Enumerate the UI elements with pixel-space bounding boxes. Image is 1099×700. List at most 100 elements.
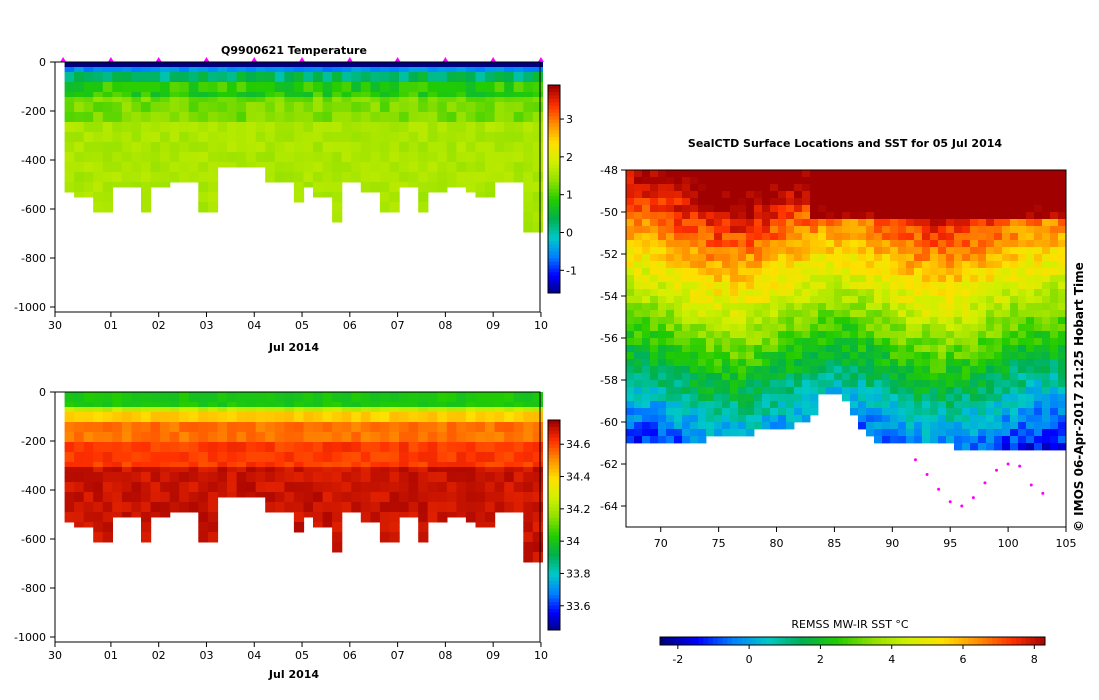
data-cell bbox=[131, 157, 142, 163]
data-cell bbox=[399, 417, 410, 423]
data-cell bbox=[74, 472, 85, 478]
sst-cell bbox=[1034, 331, 1043, 339]
data-cell bbox=[532, 452, 543, 458]
sst-cell bbox=[1058, 254, 1067, 262]
data-cell bbox=[188, 87, 199, 93]
sst-cell bbox=[746, 296, 755, 304]
sst-cell bbox=[770, 415, 779, 423]
sst-cell bbox=[770, 366, 779, 374]
sst-cell bbox=[970, 261, 979, 269]
y-tick-label: -400 bbox=[21, 154, 46, 167]
data-cell bbox=[150, 392, 161, 398]
data-cell bbox=[399, 172, 410, 178]
data-cell bbox=[227, 152, 238, 158]
sst-cell bbox=[1034, 219, 1043, 227]
data-cell bbox=[83, 412, 94, 418]
data-cell bbox=[293, 507, 305, 513]
data-cell bbox=[408, 82, 419, 88]
data-cell bbox=[236, 67, 247, 73]
sst-cell bbox=[786, 415, 795, 423]
data-cell bbox=[322, 192, 333, 198]
data-cell bbox=[513, 97, 524, 103]
sst-cell bbox=[1058, 436, 1067, 444]
sst-cell bbox=[994, 254, 1003, 262]
data-cell bbox=[179, 107, 190, 113]
plot-frame bbox=[54, 61, 541, 313]
sst-cell bbox=[914, 373, 923, 381]
sst-cell bbox=[1010, 408, 1019, 416]
data-cell bbox=[255, 427, 266, 433]
data-cell bbox=[418, 512, 429, 518]
sst-cell bbox=[898, 317, 907, 325]
data-cell bbox=[485, 442, 496, 448]
data-cell bbox=[188, 72, 199, 78]
data-cell bbox=[217, 142, 228, 148]
sst-cell bbox=[938, 219, 947, 227]
data-cell bbox=[332, 392, 343, 398]
data-cell bbox=[284, 82, 295, 88]
sst-cell bbox=[1026, 296, 1035, 304]
x-axis: 30 01 02 03 04 05 06 07 08 09 10 bbox=[48, 642, 548, 662]
colorbar-segment bbox=[548, 500, 560, 505]
data-cell bbox=[246, 122, 257, 128]
sst-cell bbox=[882, 394, 891, 402]
sst-cell bbox=[1010, 247, 1019, 255]
data-cell bbox=[494, 107, 505, 113]
sst-cell bbox=[978, 310, 987, 318]
sst-cell bbox=[890, 331, 899, 339]
data-cell bbox=[504, 457, 515, 463]
data-cell bbox=[437, 412, 448, 418]
sst-cell bbox=[674, 366, 683, 374]
data-cell bbox=[198, 77, 209, 83]
sst-cell bbox=[890, 296, 899, 304]
data-cell bbox=[198, 537, 209, 543]
sst-cell bbox=[650, 303, 659, 311]
sst-cell bbox=[802, 198, 811, 206]
data-cell bbox=[207, 532, 219, 538]
sst-cell bbox=[1018, 331, 1027, 339]
sst-cell bbox=[730, 387, 739, 395]
sst-cell bbox=[754, 212, 763, 220]
sst-cell bbox=[978, 359, 987, 367]
sst-cell bbox=[818, 261, 827, 269]
data-cell bbox=[504, 427, 515, 433]
sst-cell bbox=[914, 282, 923, 290]
sst-cell bbox=[858, 233, 867, 241]
data-cell bbox=[322, 452, 333, 458]
data-cell bbox=[504, 172, 515, 178]
sst-cell bbox=[922, 436, 931, 444]
data-cell bbox=[188, 417, 199, 423]
data-cell bbox=[475, 427, 486, 433]
sst-cell bbox=[666, 170, 675, 178]
data-cell bbox=[217, 157, 228, 163]
data-cell bbox=[418, 97, 429, 103]
sst-cell bbox=[730, 275, 739, 283]
sst-cell bbox=[818, 317, 827, 325]
data-cell bbox=[74, 92, 85, 98]
sst-cell bbox=[994, 226, 1003, 234]
data-cell bbox=[475, 432, 486, 438]
sst-cell bbox=[858, 205, 867, 213]
data-cell bbox=[427, 427, 438, 433]
data-cell bbox=[246, 397, 257, 403]
data-cell bbox=[179, 157, 190, 163]
colorbar-segment bbox=[548, 542, 560, 547]
data-cell bbox=[513, 492, 524, 498]
sst-cell bbox=[802, 226, 811, 234]
colorbar-segment bbox=[548, 616, 560, 620]
data-cell bbox=[351, 62, 362, 68]
data-cell bbox=[198, 462, 209, 468]
data-cell bbox=[322, 397, 333, 403]
sst-cell bbox=[666, 401, 675, 409]
data-cell bbox=[131, 397, 142, 403]
sst-cell bbox=[690, 331, 699, 339]
data-cell bbox=[427, 122, 438, 128]
data-cell bbox=[465, 467, 477, 473]
sst-cell bbox=[770, 352, 779, 360]
data-cell bbox=[418, 392, 429, 398]
colorbar-tick-label: 34.6 bbox=[566, 438, 591, 451]
sst-cell bbox=[890, 380, 899, 388]
data-cell bbox=[93, 437, 104, 443]
data-cell bbox=[293, 197, 305, 203]
data-cell bbox=[83, 512, 94, 518]
